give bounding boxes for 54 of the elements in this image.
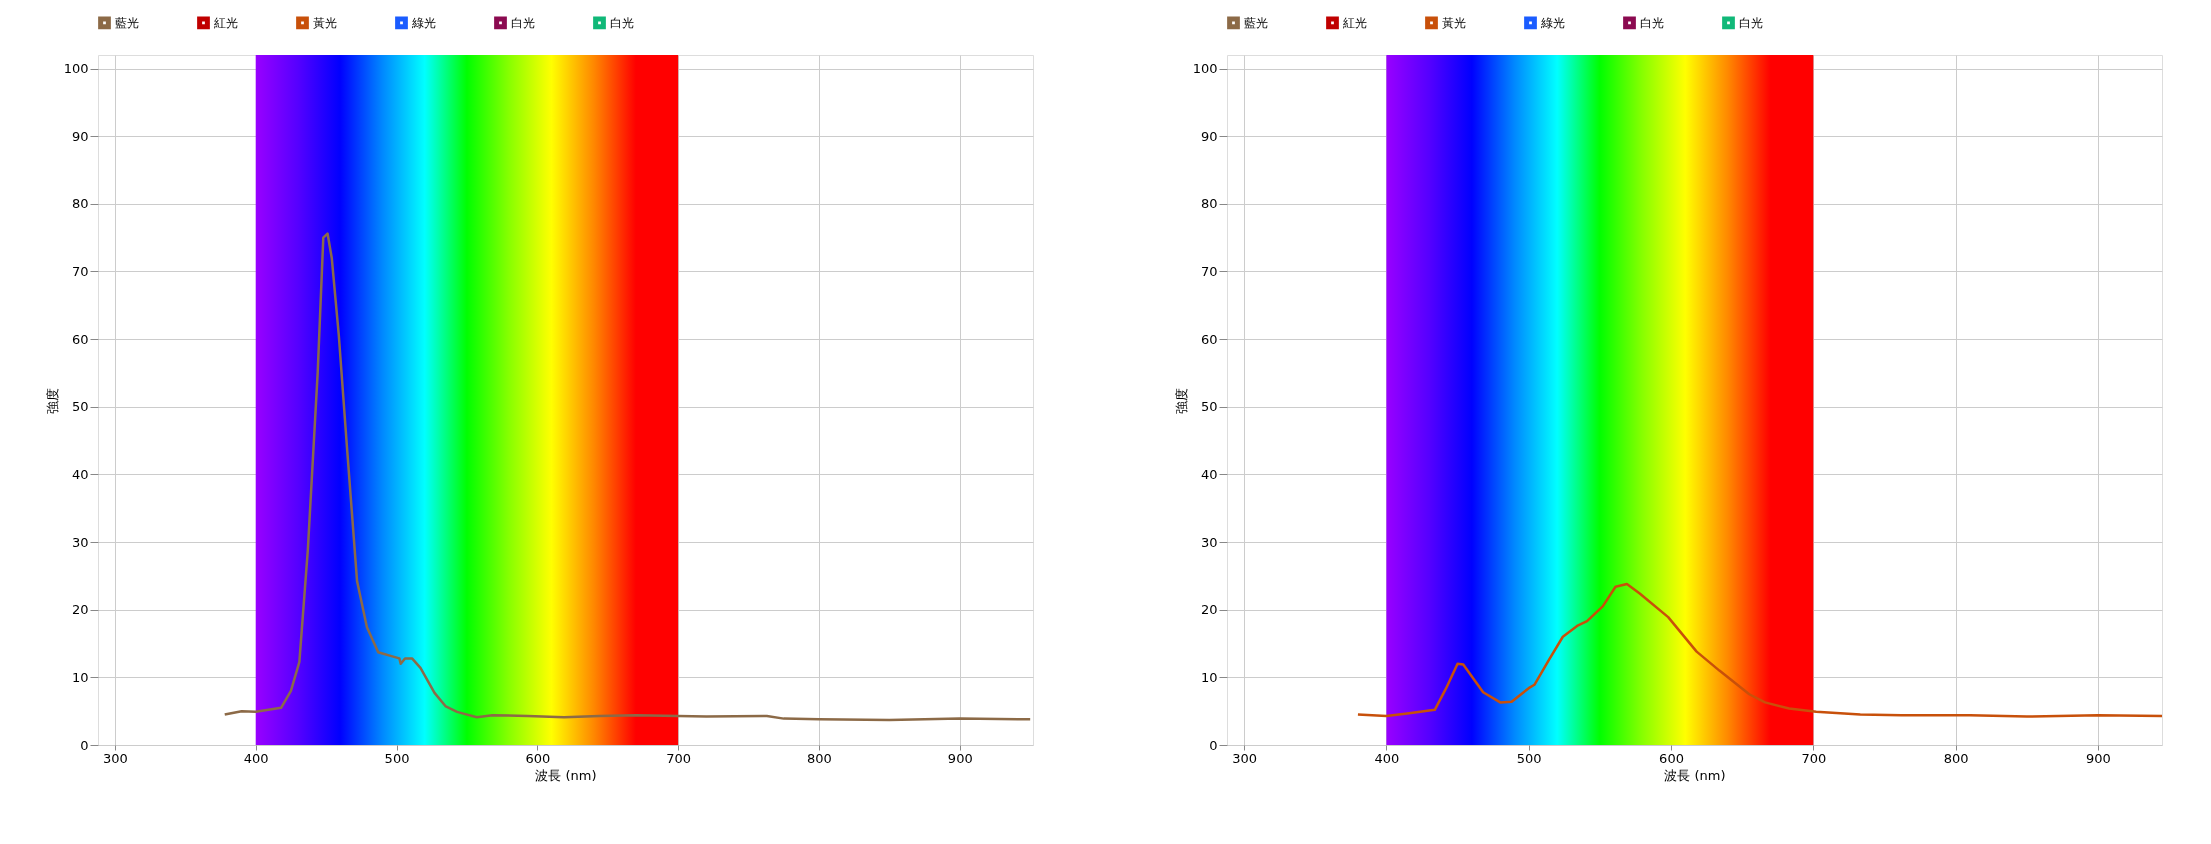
y-tick-label: 20 [1200, 602, 1218, 618]
y-tick-label: 30 [71, 534, 89, 550]
x-tick-label: 900 [2086, 750, 2111, 766]
y-tick-label: 30 [1200, 534, 1218, 550]
y-tick-label: 50 [1200, 399, 1218, 415]
y-tick-label: 90 [1200, 128, 1218, 144]
legend-label: 紅光 [214, 15, 238, 30]
y-tick-label: 0 [1209, 737, 1218, 753]
x-tick-label: 500 [1516, 750, 1542, 766]
y-tick-label: 40 [1200, 466, 1218, 482]
x-tick-label: 400 [1374, 750, 1400, 766]
legend-label: 黃光 [1442, 15, 1466, 30]
x-tick-label: 400 [243, 750, 269, 766]
y-tick-label: 10 [1200, 669, 1218, 685]
y-tick-label: 70 [71, 263, 89, 279]
line-series [1356, 582, 2164, 718]
x-tick-label: 600 [1659, 750, 1684, 766]
x-tick-label: 300 [102, 750, 128, 766]
y-tick-label: 90 [71, 128, 89, 144]
legend-label: 黃光 [313, 15, 337, 30]
y-tick-label: 50 [71, 399, 89, 415]
y-tick-label: 20 [71, 602, 89, 618]
y-tick-label: 80 [1200, 196, 1218, 212]
legend-label: 綠光 [411, 15, 436, 30]
x-tick-label: 500 [384, 750, 410, 766]
x-tick-label: 700 [1801, 750, 1827, 766]
y-axis-title: 強度 [1173, 387, 1189, 414]
x-axis-title: 波長 (nm) [535, 767, 597, 783]
legend-label: 紅光 [1343, 15, 1367, 30]
legend-label: 綠光 [1540, 15, 1565, 30]
line-series [223, 232, 1032, 722]
x-tick-label: 600 [525, 750, 551, 766]
y-tick-label: 0 [80, 737, 89, 753]
legend-label: 藍光 [1244, 15, 1268, 30]
y-tick-label: 70 [1200, 263, 1218, 279]
y-tick-label: 80 [71, 196, 89, 212]
legend-label: 白光 [1739, 15, 1763, 30]
legend-label: 白光 [511, 15, 535, 30]
legend-label: 白光 [610, 15, 634, 30]
y-tick-label: 60 [1200, 331, 1218, 347]
x-axis-title: 波長 (nm) [1664, 767, 1726, 783]
y-tick-label: 100 [1192, 61, 1218, 77]
y-tick-label: 60 [71, 331, 89, 347]
y-tick-label: 100 [63, 61, 89, 77]
x-tick-label: 800 [807, 750, 832, 766]
x-tick-label: 700 [666, 750, 692, 766]
y-tick-label: 10 [71, 669, 89, 685]
x-tick-label: 300 [1232, 750, 1257, 766]
x-tick-label: 800 [1943, 750, 1969, 766]
legend-label: 白光 [1640, 15, 1664, 30]
legend-label: 藍光 [115, 15, 139, 30]
y-axis-title: 強度 [44, 387, 60, 414]
y-tick-label: 40 [71, 466, 89, 482]
x-tick-label: 900 [947, 750, 973, 766]
